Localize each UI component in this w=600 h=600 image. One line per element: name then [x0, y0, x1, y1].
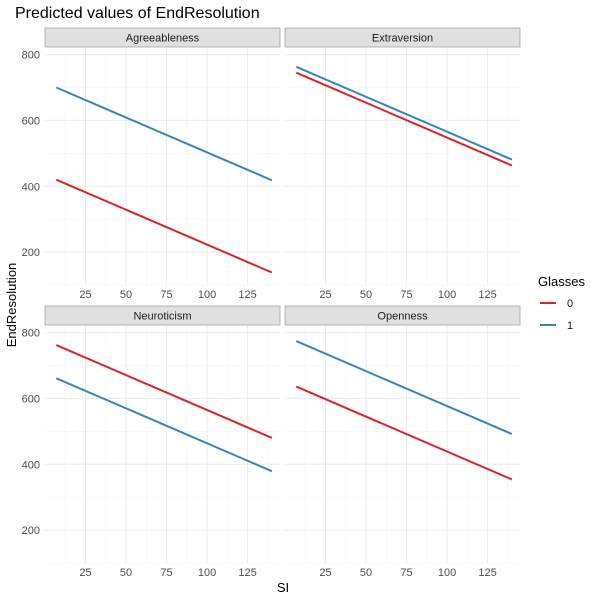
facet-strip	[44, 305, 281, 326]
series-line-glasses-1	[295, 65, 513, 161]
x-tick-label: 125	[238, 567, 256, 579]
y-tick-label: 200	[22, 247, 40, 259]
x-tick-label: 75	[400, 289, 412, 301]
series-line-glasses-0	[55, 344, 273, 439]
facet-panel-extraversion: Extraversion 25 50 75 100 125	[284, 27, 521, 301]
x-tick-label: 75	[400, 567, 412, 579]
facet-panel-neuroticism: Neuroticism 200 400 600 800 25 50 75 100 125	[22, 305, 281, 579]
x-axis-title: SI	[277, 580, 289, 595]
facet-strip	[284, 27, 521, 48]
y-axis-title: EndResolution	[4, 263, 19, 348]
facet-panel-agreeableness: Agreeableness 200 400 600 800 25 50 75 100 125	[22, 27, 281, 301]
x-tick-label: 100	[198, 289, 216, 301]
facet-panel-openness: Openness 25 50 75 100 125	[284, 305, 521, 579]
legend: Glasses 0 1	[538, 274, 585, 332]
legend-label-1: 1	[567, 320, 573, 332]
x-tick-label: 50	[360, 567, 372, 579]
facet-strip-label: Extraversion	[372, 33, 433, 45]
legend-title: Glasses	[538, 274, 585, 289]
x-tick-label: 75	[160, 567, 172, 579]
x-tick-label: 50	[360, 289, 372, 301]
y-tick-label: 800	[22, 50, 40, 62]
x-tick-label: 25	[319, 567, 331, 579]
y-tick-label: 400	[22, 181, 40, 193]
facet-strip-label: Neuroticism	[133, 311, 191, 323]
facet-strip-label: Openness	[377, 311, 428, 323]
y-tick-label: 800	[22, 328, 40, 340]
series-line-glasses-0	[295, 385, 513, 481]
series-line-glasses-1	[55, 377, 273, 473]
x-tick-label: 125	[478, 567, 496, 579]
x-tick-label: 125	[238, 289, 256, 301]
chart-title: Predicted values of EndResolution	[15, 5, 260, 22]
x-tick-label: 50	[120, 289, 132, 301]
x-tick-label: 100	[438, 567, 456, 579]
series-line-glasses-1	[55, 86, 273, 182]
x-tick-label: 100	[438, 289, 456, 301]
series-line-glasses-0	[55, 178, 273, 274]
y-tick-label: 600	[22, 393, 40, 405]
x-tick-label: 25	[79, 289, 91, 301]
x-tick-label: 25	[319, 289, 331, 301]
x-tick-label: 50	[120, 567, 132, 579]
y-tick-label: 200	[22, 525, 40, 537]
y-tick-label: 400	[22, 459, 40, 471]
x-tick-label: 125	[478, 289, 496, 301]
legend-label-0: 0	[567, 298, 573, 310]
facet-strip-label: Agreeableness	[126, 33, 200, 45]
x-tick-label: 25	[79, 567, 91, 579]
y-tick-label: 600	[22, 115, 40, 127]
x-tick-label: 100	[198, 567, 216, 579]
series-line-glasses-1	[295, 340, 513, 435]
facet-strip	[44, 27, 281, 48]
facet-strip	[284, 305, 521, 326]
x-tick-label: 75	[160, 289, 172, 301]
series-line-glasses-0	[295, 71, 513, 167]
